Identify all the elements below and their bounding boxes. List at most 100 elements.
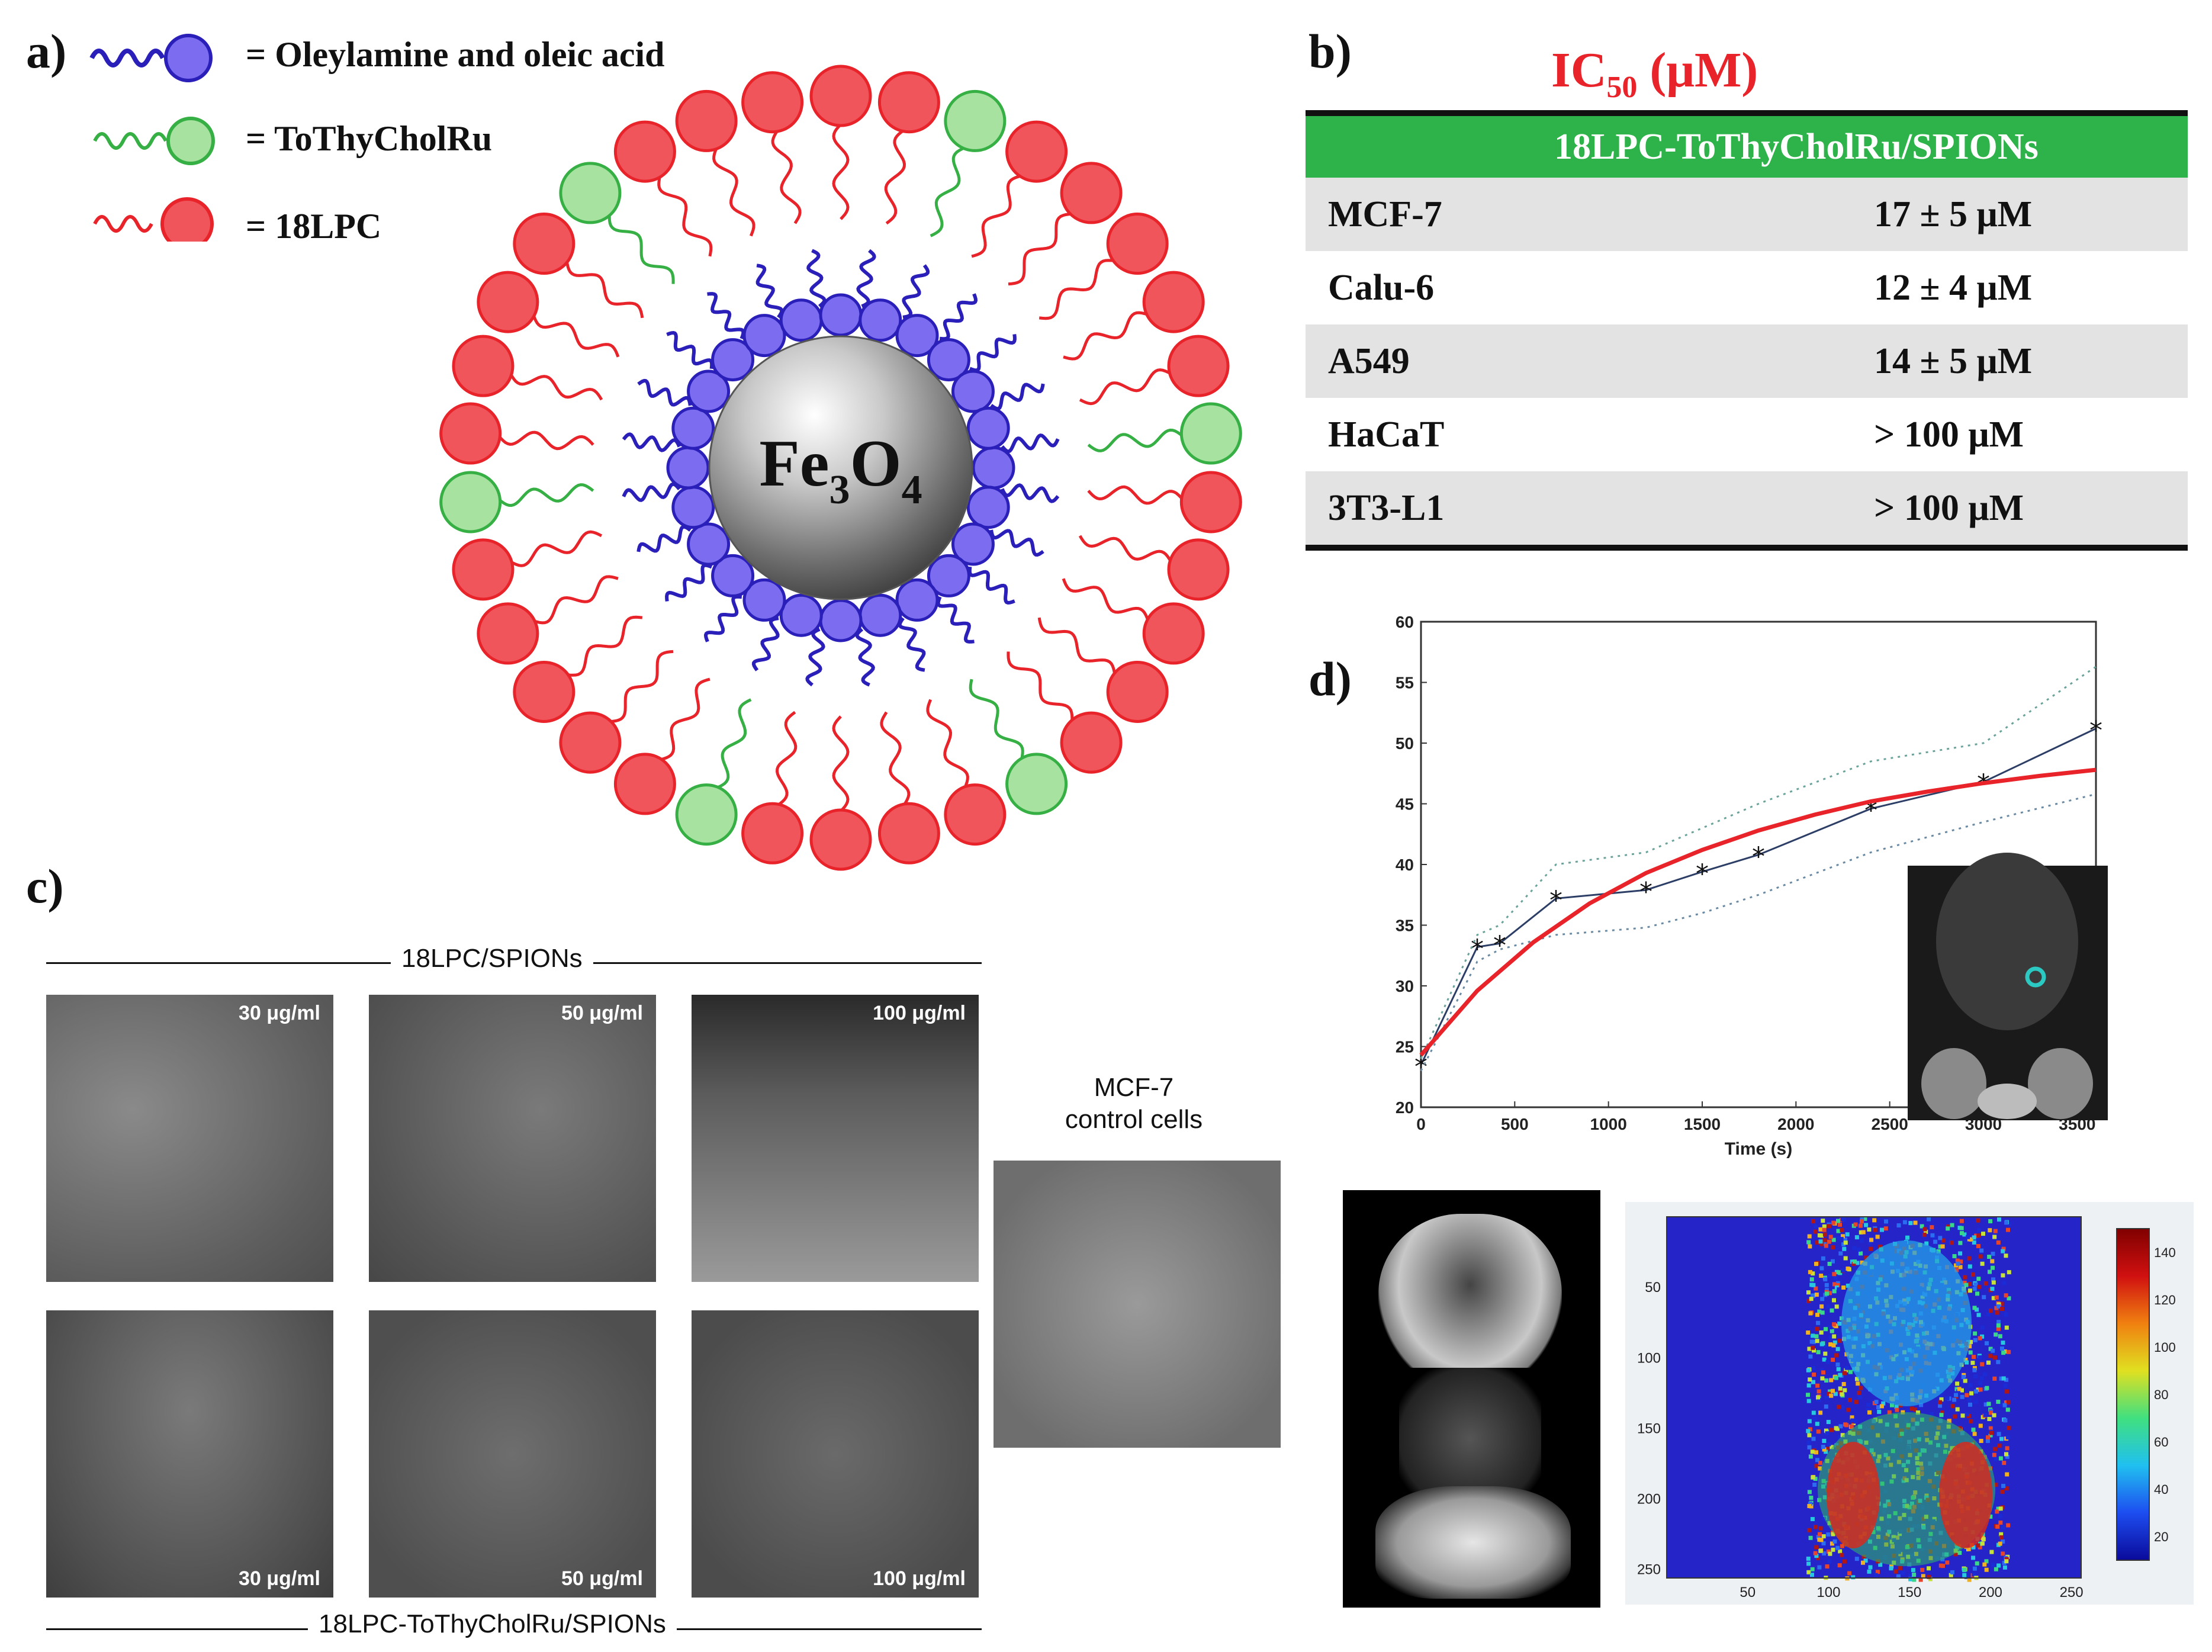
oleylamine-molecule [966,486,1010,529]
heatmap-pixel [1806,1330,1811,1335]
data-point: * [1752,842,1765,872]
heatmap-pixel [1811,1380,1815,1384]
panel-label-d: d) [1308,652,1352,706]
heatmap-pixel [1973,1400,1978,1404]
heatmap-pixel [1826,1420,1831,1424]
mri-coronal-image [1343,1190,1600,1608]
heatmap-pixel [1946,1226,1950,1231]
oleylamine-molecule [742,314,786,358]
core-label: Fe3O4 [759,427,922,513]
heatmap-pixel [1989,1550,1994,1554]
table-row: HaCaT > 100 μM [1328,414,2024,455]
heatmap-pixel [1953,1552,1958,1557]
heatmap-pixel [1832,1298,1836,1303]
heatmap-pixel [1976,1543,1980,1548]
heatmap-pixel [2000,1489,2005,1494]
lpc-molecule [1179,471,1242,533]
heatmap-pixel [1843,1238,1847,1242]
oleylamine-molecule [972,446,1015,490]
panel-label-b: b) [1308,24,1352,78]
heatmap-pixel [1836,1367,1841,1371]
heatmap-pixel [1816,1555,1820,1560]
heatmap-pixel [2007,1426,2011,1431]
heatmap-pixel [1812,1416,1817,1421]
x-tick-label: 0 [1416,1115,1426,1133]
tothycholru-molecule [675,783,738,846]
heatmap-pixel [1962,1280,1967,1285]
heatmap-pixel [1841,1285,1846,1290]
heatmap-pixel [2005,1446,2010,1451]
heatmap-pixel [1988,1269,1992,1274]
heatmap-pixel [1814,1224,1818,1229]
heatmap-pixel [1988,1433,1993,1438]
heatmap-pixel [1988,1426,1993,1431]
heatmap-pixel [2002,1561,2007,1565]
heatmap-pixel [1999,1402,2004,1407]
heatmap-pixel [1841,1268,1846,1273]
heatmap-pixel [1967,1264,1972,1269]
lpc-molecule [439,402,502,465]
lpc-molecule [477,602,539,665]
heatmap-pixel [1836,1219,1840,1223]
heatmap-pixel [1838,1373,1843,1377]
heatmap-pixel [1831,1220,1836,1225]
oleylamine-head-icon [164,34,213,82]
heatmap-pixel [1814,1286,1818,1291]
heatmap-pixel [1821,1445,1825,1449]
heatmap-pixel [1972,1240,1976,1245]
heatmap-pixel [1828,1235,1833,1239]
heatmap-pixel [1958,1240,1963,1245]
heatmap-pixel [1816,1320,1821,1325]
data-point: * [1493,930,1506,960]
heatmap-pixel [1843,1256,1848,1261]
heatmap-pixel [2002,1281,2007,1285]
heatmap-pixel [1837,1404,1841,1409]
heatmap-pixel [1806,1556,1811,1561]
heatmap-pixel [1849,1424,1854,1429]
lpc-molecule [513,660,575,723]
heatmap-pixel [1980,1362,1985,1367]
heatmap-pixel [1846,1407,1851,1412]
heatmap-pixel [1861,1560,1865,1565]
fe3o4-core [708,335,973,600]
heatmap-pixel [1864,1223,1869,1227]
heatmap-pixel [1806,1299,1811,1303]
heatmap-pixel [1859,1238,1864,1243]
heatmap-pixel [2002,1403,2007,1407]
y-tick-label: 60 [1396,613,1414,631]
heatmap-pixel [1966,1235,1970,1239]
heatmap-pixel [1821,1256,1825,1261]
heatmap-pixel [1831,1245,1835,1250]
heatmap-pixel [1982,1562,1987,1567]
heatmap-pixel [2007,1270,2011,1275]
legend-18lpc: = 18LPC [246,207,382,246]
heatmap-pixel [1998,1506,2003,1511]
heatmap-pixel [2001,1341,2005,1345]
heatmap-pixel [1806,1561,1811,1566]
lpc-molecule [1142,271,1205,333]
heatmap-pixel [1975,1291,1979,1296]
heatmap-pixel [1927,1217,1931,1222]
heatmap-pixel [1976,1228,1981,1232]
heatmap-pixel [1854,1400,1859,1404]
ic50-title: IC50 (μM) [1551,43,1758,104]
heatmap-pixel [1993,1457,1998,1461]
heatmap-pixel [1854,1235,1859,1240]
heatmap-pixel [1811,1475,1815,1480]
table-row: A549 14 ± 5 μM [1306,324,2188,398]
data-point: * [1696,859,1709,889]
heatmap-pixel [1969,1339,1973,1344]
heatmap-pixel [1896,1574,1901,1579]
group-title-top: 18LPC/SPIONs [391,944,593,973]
colorbar-tick: 60 [2154,1435,2168,1449]
heatmap-x-tick: 150 [1898,1584,1921,1600]
heatmap-pixel [1828,1389,1832,1394]
heatmap-pixel [1826,1549,1831,1554]
heatmap-pixel [1999,1301,2004,1306]
heatmap-pixel [1809,1297,1814,1301]
heatmap-pixel [2004,1559,2009,1564]
heatmap-pixel [2006,1400,2011,1404]
colorbar-tick: 120 [2154,1293,2176,1307]
heatmap-pixel [1994,1306,1999,1310]
heatmap-pixel [1847,1571,1852,1576]
